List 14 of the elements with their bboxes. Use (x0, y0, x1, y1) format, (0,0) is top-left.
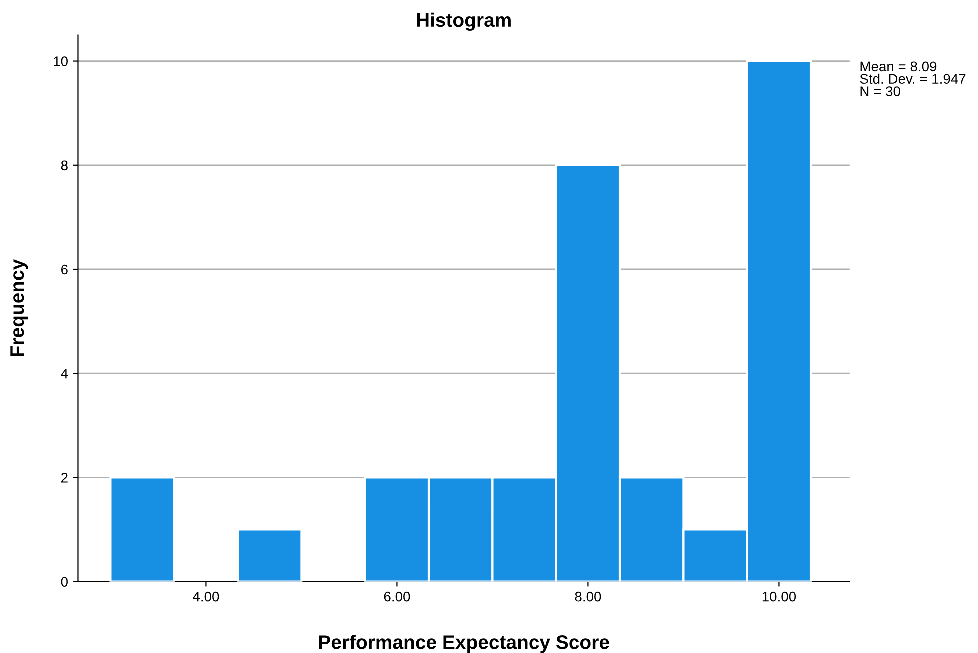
y-tick-label: 8 (61, 160, 68, 171)
y-tick-label: 0 (61, 577, 68, 587)
y-tick-label: 10 (54, 56, 68, 66)
y-tick-label: 4 (61, 369, 68, 379)
y-axis-title: Frequency (10, 259, 28, 356)
text: Mean = 8.09 Std. Dev. = 1.947 N = 30 (860, 62, 966, 96)
x-tick-label: 4.00 (193, 592, 220, 602)
x-axis-title: Performance Expectancy Score (319, 635, 610, 653)
x-tick-label: 10.00 (762, 592, 796, 602)
y-tick-label: 6 (62, 264, 68, 275)
x-tick-label: 8.00 (575, 592, 602, 602)
y-tick-label: 2 (61, 473, 68, 483)
chart-title: Histogram (417, 12, 511, 32)
x-tick-label: 6.00 (384, 592, 410, 602)
